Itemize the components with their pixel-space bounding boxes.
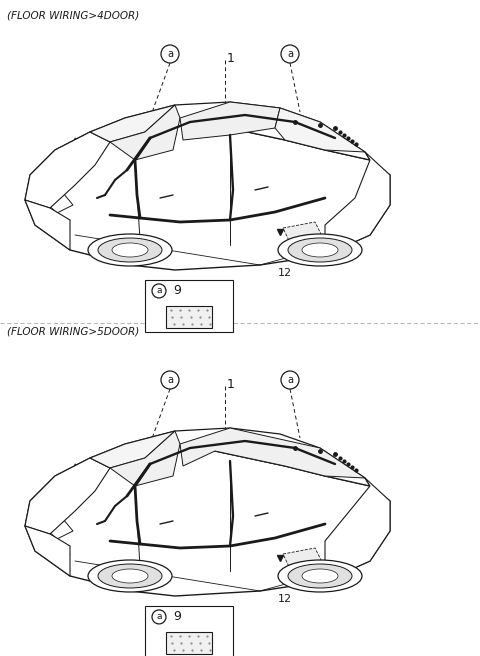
Polygon shape bbox=[25, 458, 110, 534]
Ellipse shape bbox=[112, 569, 148, 583]
Text: a: a bbox=[167, 49, 173, 59]
Ellipse shape bbox=[288, 564, 352, 588]
Polygon shape bbox=[180, 102, 280, 140]
Circle shape bbox=[152, 610, 166, 624]
Polygon shape bbox=[145, 280, 233, 332]
Text: 9: 9 bbox=[173, 611, 181, 623]
Text: a: a bbox=[156, 287, 162, 295]
Text: (FLOOR WIRING>4DOOR): (FLOOR WIRING>4DOOR) bbox=[7, 10, 139, 20]
Circle shape bbox=[152, 284, 166, 298]
Text: a: a bbox=[156, 613, 162, 621]
Text: a: a bbox=[287, 49, 293, 59]
Ellipse shape bbox=[278, 234, 362, 266]
Ellipse shape bbox=[288, 238, 352, 262]
Polygon shape bbox=[90, 428, 370, 486]
Polygon shape bbox=[90, 102, 370, 160]
Polygon shape bbox=[110, 105, 180, 160]
Circle shape bbox=[161, 45, 179, 63]
Ellipse shape bbox=[98, 238, 162, 262]
Ellipse shape bbox=[112, 243, 148, 257]
Polygon shape bbox=[180, 428, 365, 478]
Ellipse shape bbox=[88, 234, 172, 266]
Circle shape bbox=[161, 371, 179, 389]
Polygon shape bbox=[25, 526, 70, 576]
FancyBboxPatch shape bbox=[166, 306, 212, 328]
Circle shape bbox=[281, 45, 299, 63]
Ellipse shape bbox=[98, 564, 162, 588]
Polygon shape bbox=[110, 431, 180, 486]
Text: 1: 1 bbox=[227, 378, 235, 391]
Ellipse shape bbox=[88, 560, 172, 592]
Polygon shape bbox=[325, 478, 390, 581]
FancyBboxPatch shape bbox=[166, 632, 212, 654]
Polygon shape bbox=[25, 118, 390, 270]
Polygon shape bbox=[25, 200, 70, 250]
Text: a: a bbox=[287, 375, 293, 385]
Polygon shape bbox=[325, 152, 390, 255]
Text: 12: 12 bbox=[278, 594, 292, 604]
Text: 1: 1 bbox=[227, 52, 235, 65]
Ellipse shape bbox=[278, 560, 362, 592]
Ellipse shape bbox=[302, 569, 338, 583]
Text: a: a bbox=[167, 375, 173, 385]
Text: 12: 12 bbox=[278, 268, 292, 278]
Circle shape bbox=[281, 371, 299, 389]
Polygon shape bbox=[283, 222, 323, 245]
Ellipse shape bbox=[302, 243, 338, 257]
Polygon shape bbox=[25, 132, 110, 208]
Polygon shape bbox=[90, 431, 175, 468]
Polygon shape bbox=[25, 444, 390, 596]
Polygon shape bbox=[90, 105, 175, 142]
Polygon shape bbox=[145, 606, 233, 656]
Polygon shape bbox=[283, 548, 323, 571]
Text: 9: 9 bbox=[173, 285, 181, 297]
Polygon shape bbox=[275, 108, 365, 152]
Text: (FLOOR WIRING>5DOOR): (FLOOR WIRING>5DOOR) bbox=[7, 327, 139, 337]
